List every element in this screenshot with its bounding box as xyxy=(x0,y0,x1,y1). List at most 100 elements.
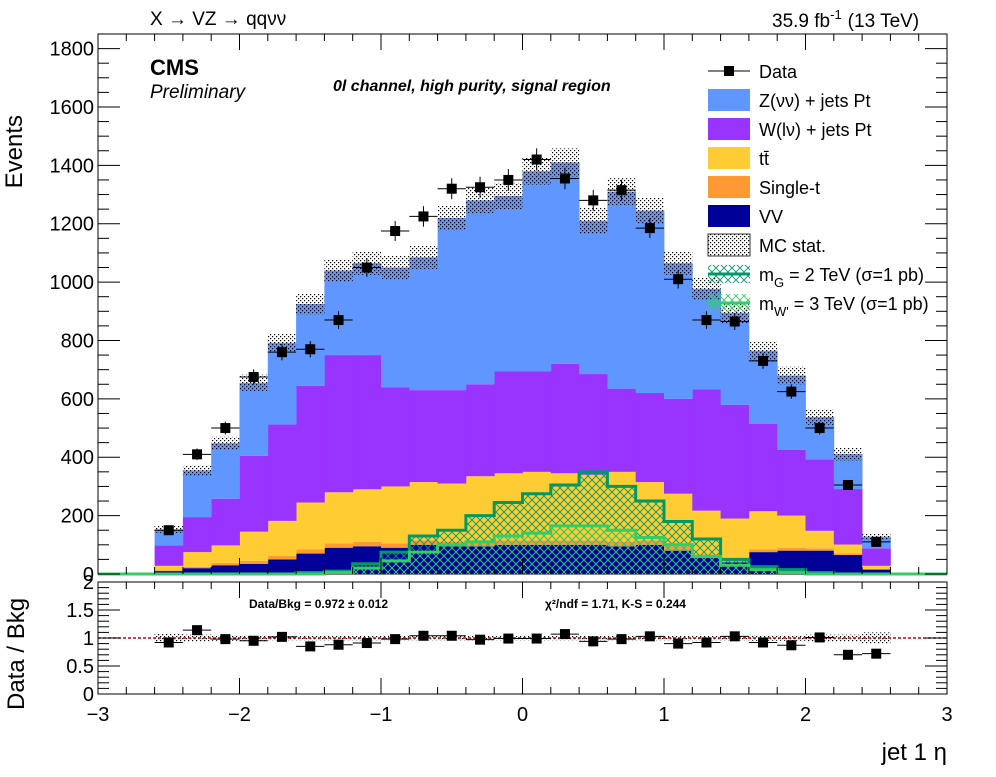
bar-znn-16 xyxy=(607,191,637,389)
bar-znn-0 xyxy=(154,529,184,546)
ratio-point-24 xyxy=(842,649,853,660)
bar-ttbar-22 xyxy=(777,515,806,548)
ratio-point-15 xyxy=(588,636,599,647)
bar-vv-5 xyxy=(296,553,325,574)
bar-singlet-25 xyxy=(862,568,891,570)
bar-ttbar-23 xyxy=(805,530,835,549)
bar-znn-9 xyxy=(409,257,438,391)
bar-ttbar-1 xyxy=(182,552,212,567)
mc-stat-band-22 xyxy=(777,366,806,385)
bar-vv-23 xyxy=(805,550,835,574)
bar-wln-21 xyxy=(748,423,778,512)
data-point-6 xyxy=(333,315,344,326)
legend-swatch-vv xyxy=(708,205,750,227)
bar-singlet-4 xyxy=(267,555,297,560)
bar-znn-10 xyxy=(437,217,467,391)
ratio-band-22 xyxy=(777,635,806,641)
ratio-point-12 xyxy=(503,633,514,644)
ratio-y-tick-label-4: 2 xyxy=(83,572,94,594)
y-tick-label-1: 200 xyxy=(61,506,94,528)
legend-label-8: mW' = 3 TeV (σ=1 pb) xyxy=(759,294,929,319)
bar-singlet-8 xyxy=(381,543,410,548)
bar-ttbar-24 xyxy=(833,544,863,554)
y-tick-label-9: 1800 xyxy=(50,39,95,61)
mc-stat-band-23 xyxy=(805,409,834,425)
ratio-point-14 xyxy=(559,629,570,640)
data-point-2 xyxy=(220,423,231,434)
mc-stat-band-18 xyxy=(664,251,693,275)
bar-singlet-3 xyxy=(239,560,269,564)
bar-wln-22 xyxy=(777,449,806,516)
bar-singlet-7 xyxy=(352,541,382,547)
bar-ttbar-3 xyxy=(239,531,269,561)
bar-znn-14 xyxy=(550,162,580,364)
data-point-5 xyxy=(305,344,316,355)
ratio-axes: 0 0.5 1 1.5 2 −3 −2 −1 0 1 2 3 xyxy=(66,572,952,726)
x-tick-label-1: −2 xyxy=(228,704,251,726)
ratio-point-11 xyxy=(475,634,486,645)
main-plot-area xyxy=(98,148,947,576)
x-tick-label-0: −3 xyxy=(87,704,110,726)
mc-stat-band-15 xyxy=(579,207,608,234)
bar-wln-25 xyxy=(862,548,891,566)
data-point-1 xyxy=(192,449,203,460)
ratio-point-19 xyxy=(701,637,712,648)
data-point-19 xyxy=(701,315,712,326)
mc-stat-band-2 xyxy=(211,436,240,450)
bar-singlet-22 xyxy=(777,547,806,551)
data-point-11 xyxy=(475,182,486,193)
mc-stat-band-10 xyxy=(437,205,466,231)
ratio-point-2 xyxy=(220,634,231,645)
bar-ttbar-5 xyxy=(296,502,325,550)
legend-label-6: MC stat. xyxy=(759,236,826,256)
bar-wln-24 xyxy=(833,489,863,545)
bar-ttbar-25 xyxy=(862,565,891,569)
ratio-point-7 xyxy=(361,638,372,649)
bar-singlet-24 xyxy=(833,553,863,556)
ratio-y-tick-label-0: 0 xyxy=(83,684,94,706)
ratio-band-1 xyxy=(182,634,212,642)
ratio-point-13 xyxy=(531,633,542,644)
ratio-point-0 xyxy=(163,637,174,648)
ratio-point-22 xyxy=(786,640,797,651)
bar-wln-11 xyxy=(465,384,495,477)
data-point-17 xyxy=(644,223,655,234)
ratio-point-25 xyxy=(871,648,882,659)
mc-stat-band-5 xyxy=(296,293,325,315)
mc-stat-band-21 xyxy=(748,341,778,361)
x-tick-label-4: 1 xyxy=(658,704,669,726)
bar-vv-24 xyxy=(833,555,863,574)
legend-swatch-singlet xyxy=(708,176,750,198)
data-point-10 xyxy=(446,183,457,194)
bar-znn-15 xyxy=(579,220,608,375)
bar-vv-2 xyxy=(211,565,240,574)
y-tick-label-8: 1600 xyxy=(50,97,95,119)
ratio-band-7 xyxy=(352,635,381,641)
bar-singlet-0 xyxy=(154,570,184,572)
y-tick-label-6: 1200 xyxy=(50,214,95,236)
mc-stat-band-25 xyxy=(862,533,891,541)
data-point-22 xyxy=(786,386,797,397)
ratio-point-10 xyxy=(446,630,457,641)
bar-singlet-21 xyxy=(748,549,778,553)
bar-wln-19 xyxy=(692,389,721,511)
ratio-point-9 xyxy=(418,630,429,641)
ratio-point-16 xyxy=(616,634,627,645)
bar-singlet-2 xyxy=(211,562,240,566)
cms-label: CMS xyxy=(150,55,199,80)
legend-swatch-mc-stat xyxy=(707,233,751,257)
bar-wln-17 xyxy=(635,393,665,483)
ratio-y-tick-label-3: 1.5 xyxy=(66,600,94,622)
data-point-12 xyxy=(503,174,514,185)
bar-znn-2 xyxy=(211,443,240,499)
legend-label-7: mG = 2 TeV (σ=1 pb) xyxy=(759,265,924,290)
bar-ttbar-21 xyxy=(748,511,778,550)
mc-stat-band-4 xyxy=(267,334,297,352)
lumi-label: 35.9 fb-1 (13 TeV) xyxy=(772,7,919,32)
ratio-band-24 xyxy=(833,634,863,642)
y-tick-label-3: 600 xyxy=(61,389,94,411)
main-axes: 0 200 400 600 800 1000 1200 1400 1600 1800 xyxy=(50,34,948,586)
bar-wln-0 xyxy=(154,545,184,566)
data-point-14 xyxy=(559,173,570,184)
bar-wln-7 xyxy=(352,355,382,490)
